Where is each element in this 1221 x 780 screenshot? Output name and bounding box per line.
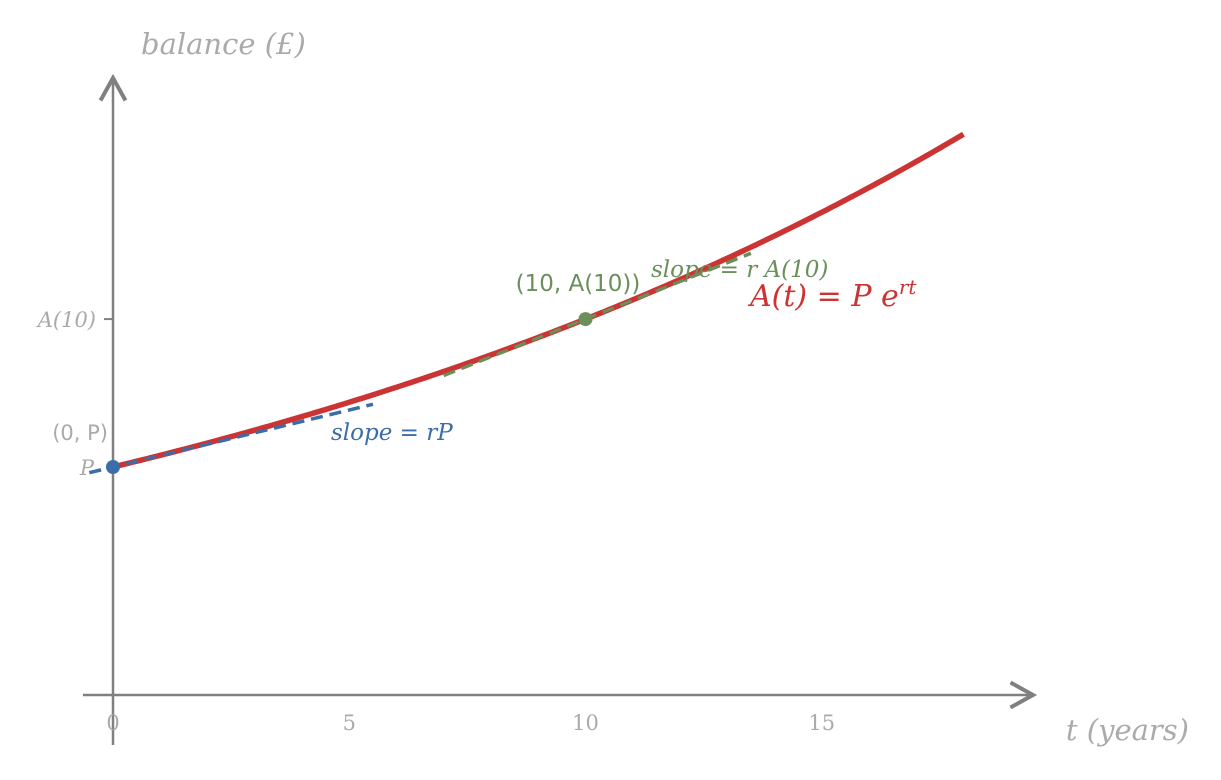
y-ticks: P A(10) bbox=[36, 308, 113, 480]
data-point-start bbox=[106, 460, 120, 474]
y-tick-label: A(10) bbox=[36, 308, 96, 332]
x-tick-label: 15 bbox=[808, 711, 835, 735]
axes bbox=[83, 73, 1038, 745]
x-tick-label: 5 bbox=[343, 711, 356, 735]
x-axis-label: t (years) bbox=[1066, 713, 1189, 747]
tangent-line-at-0-overlay bbox=[89, 402, 374, 475]
tangent-label-at-0: slope = rP bbox=[331, 420, 453, 446]
x-tick-label: 0 bbox=[106, 711, 119, 735]
tangent-line-at-10-overlay bbox=[443, 251, 752, 377]
series-label-exponent: rt bbox=[899, 275, 918, 299]
y-tick-label: P bbox=[79, 456, 95, 480]
x-tick-label: 10 bbox=[572, 711, 599, 735]
x-ticks: 0 5 10 15 bbox=[106, 711, 835, 735]
series-label-balance: A(t) = P ert bbox=[747, 275, 917, 314]
y-axis-label: balance (£) bbox=[141, 27, 306, 61]
data-point-t10 bbox=[578, 312, 593, 327]
point-label-t10: (10, A(10)) bbox=[516, 271, 641, 297]
point-label-start: (0, P) bbox=[52, 421, 108, 445]
series-label-main: A(t) = P e bbox=[747, 279, 899, 314]
tangent-label-at-10: slope = r A(10) bbox=[651, 257, 828, 283]
